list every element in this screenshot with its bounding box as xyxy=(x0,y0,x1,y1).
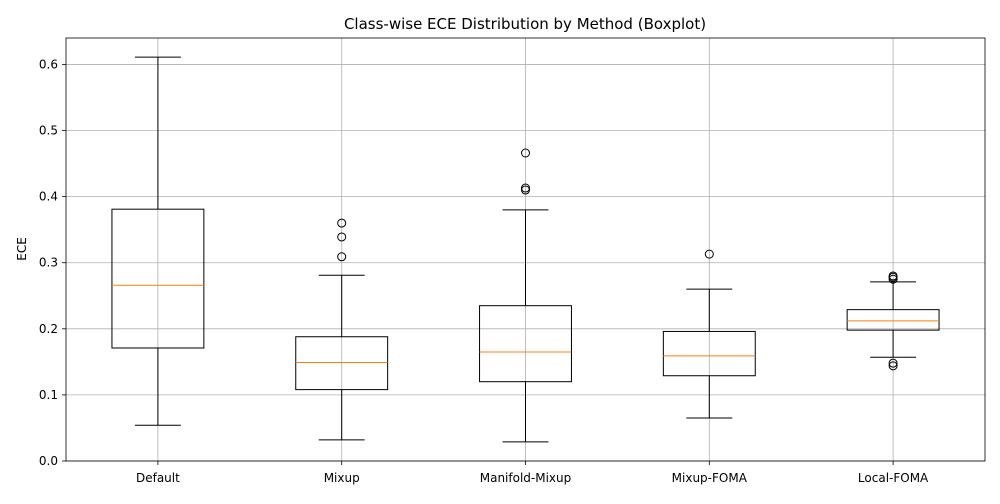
axis-layer: 0.0 0.1 0.2 0.3 0.4 0.5 0.6 Default Mixup Manifol… xyxy=(39,37,986,485)
y-tick-label: 0.4 xyxy=(39,190,58,204)
y-tick-label: 0.0 xyxy=(39,454,58,468)
x-tick-label: Local-FOMA xyxy=(858,471,929,485)
y-tick-label: 0.6 xyxy=(39,57,58,71)
outlier-point xyxy=(337,252,347,262)
y-tick-label: 0.1 xyxy=(39,388,58,402)
iqr-box xyxy=(479,305,572,383)
box-group-default xyxy=(111,56,205,426)
chart-title: Class-wise ECE Distribution by Method (B… xyxy=(344,15,706,33)
outlier-point xyxy=(888,361,898,371)
outlier-point xyxy=(337,232,347,242)
iqr-box xyxy=(111,208,205,349)
x-tick-label: Mixup-FOMA xyxy=(672,471,748,485)
outlier-point xyxy=(521,148,530,158)
plot-frame xyxy=(65,37,986,462)
y-tick-label: 0.5 xyxy=(39,124,58,138)
y-axis-label: ECE xyxy=(15,237,29,261)
box-layer xyxy=(111,56,940,443)
outlier-point xyxy=(888,358,898,368)
iqr-box xyxy=(295,336,389,391)
iqr-box xyxy=(662,330,756,377)
outlier-point xyxy=(521,183,530,193)
box-group-mixup-foma xyxy=(662,249,756,419)
x-tick-label: Mixup xyxy=(324,471,360,485)
box-group-manifold-mixup xyxy=(479,148,572,443)
outlier-point xyxy=(704,249,714,259)
outlier-point xyxy=(888,271,898,281)
iqr-box xyxy=(846,309,940,331)
box-group-local-foma xyxy=(846,271,940,371)
x-tick-label: Default xyxy=(136,471,180,485)
y-tick-label: 0.2 xyxy=(39,322,58,336)
grid-layer xyxy=(66,38,985,462)
x-tick-label: Manifold-Mixup xyxy=(480,471,572,485)
outlier-point xyxy=(337,218,347,228)
y-tick-label: 0.3 xyxy=(39,256,58,270)
box-group-mixup xyxy=(295,218,389,441)
